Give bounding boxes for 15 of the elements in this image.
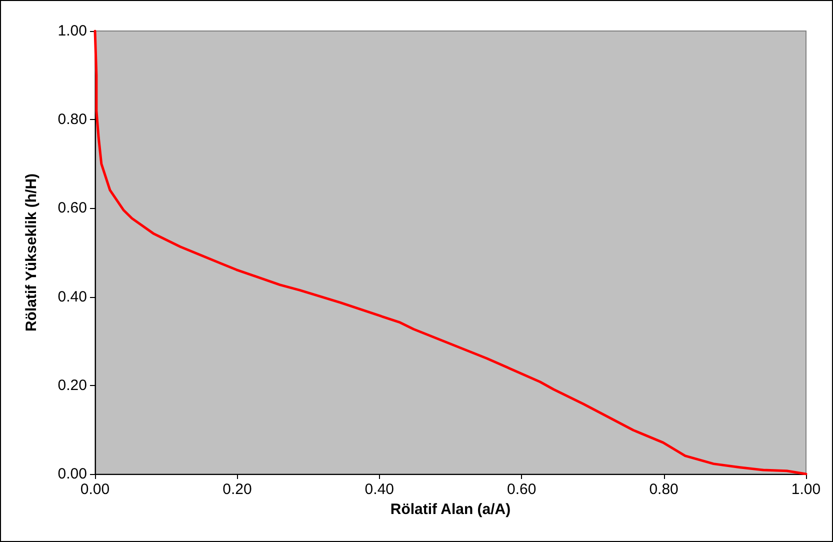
y-tick-label: 0.60 [58,200,87,217]
y-tick-label: 0.20 [58,376,87,394]
x-tick-label: 0.40 [364,481,394,498]
x-tick-label: 1.00 [791,481,821,498]
y-tick-label: 0.00 [58,466,87,482]
x-tick-label: 0.60 [507,481,536,498]
x-tick-label: 0.00 [80,481,110,498]
x-tick-label: 0.80 [649,481,678,498]
y-tick-label: 1.00 [58,22,87,40]
x-axis-title: Rölatif Alan (a/A) [390,501,511,518]
line-series [94,30,808,476]
y-tick-label: 0.40 [58,288,87,306]
x-tick-label: 0.20 [222,481,252,498]
y-axis-title: Rölatif Yükseklik (h/H) [23,173,40,332]
y-tick-label: 0.80 [58,111,87,128]
